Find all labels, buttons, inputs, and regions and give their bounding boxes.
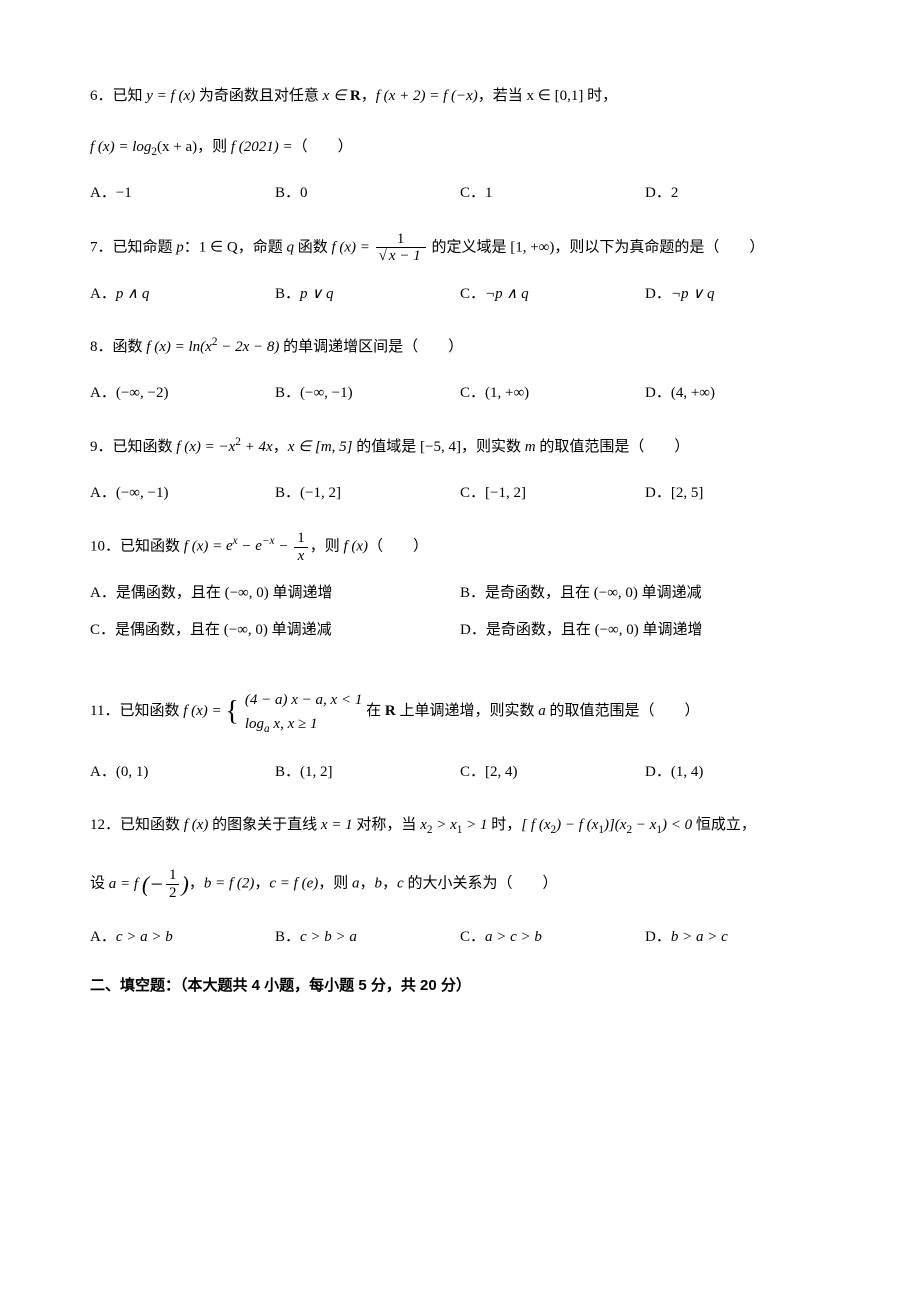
question-12: 12．已知函数 f (x) 的图象关于直线 x = 1 对称，当 x2 > x1…	[90, 809, 830, 949]
q6-text2: 为奇函数且对任意	[195, 88, 323, 104]
q10-option-c[interactable]: C．是偶函数，且在 (−∞, 0) 单调递减	[90, 619, 460, 642]
q11-option-a[interactable]: A．(0, 1)	[90, 761, 275, 784]
section-2-title: 二、填空题：（本大题共 4 小题，每小题 5 分，共 20 分）	[90, 975, 830, 998]
q8-option-d[interactable]: D．(4, +∞)	[645, 382, 830, 405]
q10-option-b[interactable]: B．是奇函数，且在 (−∞, 0) 单调递减	[460, 582, 830, 605]
q11-piecewise: (4 − a) x − a, x < 1 loga x, x ≥ 1	[239, 688, 362, 736]
q6-text5: 时，	[583, 88, 617, 104]
q9-option-a[interactable]: A．(−∞, −1)	[90, 482, 275, 505]
question-11: 11．已知函数 f (x) = { (4 − a) x − a, x < 1 l…	[90, 681, 830, 783]
q6-math-dom: x ∈ [0,1]	[527, 88, 584, 104]
q10-number: 10．	[90, 538, 120, 554]
q7-option-d[interactable]: D．¬p ∨ q	[645, 283, 830, 306]
q9-stem: 9．已知函数 f (x) = −x2 + 4x，x ∈ [m, 5] 的值域是 …	[90, 431, 830, 464]
question-7: 7．已知命题 p：1 ∈ Q，命题 q 函数 f (x) = 1 √x − 1 …	[90, 231, 830, 306]
q6-option-b[interactable]: B．0	[275, 182, 460, 205]
q9-options: A．(−∞, −1) B．(−1, 2] C．[−1, 2] D．[2, 5]	[90, 482, 830, 505]
q8-option-b[interactable]: B．(−∞, −1)	[275, 382, 460, 405]
q6-math-xr: x ∈ R	[323, 88, 361, 104]
q7-fraction: 1 √x − 1	[376, 231, 426, 265]
q7-option-b[interactable]: B．p ∨ q	[275, 283, 460, 306]
q6-math-y: y = f (x)	[146, 88, 195, 104]
q11-number: 11．	[90, 703, 119, 719]
q10-option-d[interactable]: D．是奇函数，且在 (−∞, 0) 单调递增	[460, 619, 830, 642]
q6-stem-line1: 6．已知 y = f (x) 为奇函数且对任意 x ∈ R，f (x + 2) …	[90, 80, 830, 113]
q6-blank: （ ）	[293, 139, 353, 155]
q11-option-b[interactable]: B．(1, 2]	[275, 761, 460, 784]
q12-options: A．c > a > b B．c > b > a C．a > c > b D．b …	[90, 926, 830, 949]
q6-option-a[interactable]: A．−1	[90, 182, 275, 205]
q9-option-c[interactable]: C．[−1, 2]	[460, 482, 645, 505]
q8-option-a[interactable]: A．(−∞, −2)	[90, 382, 275, 405]
q6-text3: ，	[361, 88, 376, 104]
q9-number: 9．	[90, 439, 113, 455]
q7-stem: 7．已知命题 p：1 ∈ Q，命题 q 函数 f (x) = 1 √x − 1 …	[90, 231, 830, 265]
q12-option-a[interactable]: A．c > a > b	[90, 926, 275, 949]
q6-option-d[interactable]: D．2	[645, 182, 830, 205]
q8-number: 8．	[90, 339, 113, 355]
q10-stem: 10．已知函数 f (x) = ex − e−x − 1x，则 f (x)（ ）	[90, 530, 830, 564]
q6-text6: ，则	[197, 139, 231, 155]
q8-option-c[interactable]: C．(1, +∞)	[460, 382, 645, 405]
q6-text4: ，若当	[478, 88, 527, 104]
q6-option-c[interactable]: C．1	[460, 182, 645, 205]
q12-option-d[interactable]: D．b > a > c	[645, 926, 830, 949]
question-9: 9．已知函数 f (x) = −x2 + 4x，x ∈ [m, 5] 的值域是 …	[90, 431, 830, 505]
q9-option-b[interactable]: B．(−1, 2]	[275, 482, 460, 505]
q6-options: A．−1 B．0 C．1 D．2	[90, 182, 830, 205]
q7-option-c[interactable]: C．¬p ∧ q	[460, 283, 645, 306]
question-8: 8．函数 f (x) = ln(x2 − 2x − 8) 的单调递增区间是（ ）…	[90, 331, 830, 405]
q8-options: A．(−∞, −2) B．(−∞, −1) C．(1, +∞) D．(4, +∞…	[90, 382, 830, 405]
question-6: 6．已知 y = f (x) 为奇函数且对任意 x ∈ R，f (x + 2) …	[90, 80, 830, 205]
q7-number: 7．	[90, 239, 113, 255]
q12-stem-line2: 设 a = f (−12)，b = f (2)，c = f (e)，则 a，b，…	[90, 860, 830, 908]
q6-math-f2021: f (2021) =	[231, 139, 293, 155]
q11-option-d[interactable]: D．(1, 4)	[645, 761, 830, 784]
q7-options: A．p ∧ q B．p ∨ q C．¬p ∧ q D．¬p ∨ q	[90, 283, 830, 306]
q7-option-a[interactable]: A．p ∧ q	[90, 283, 275, 306]
q10-fraction: 1x	[294, 530, 308, 564]
q8-stem: 8．函数 f (x) = ln(x2 − 2x − 8) 的单调递增区间是（ ）	[90, 331, 830, 364]
q12-option-c[interactable]: C．a > c > b	[460, 926, 645, 949]
q12-option-b[interactable]: B．c > b > a	[275, 926, 460, 949]
question-10: 10．已知函数 f (x) = ex − e−x − 1x，则 f (x)（ ）…	[90, 530, 830, 655]
q6-math-fx: f (x) = log2(x + a)	[90, 139, 197, 155]
q6-text1: 已知	[113, 88, 147, 104]
q11-stem: 11．已知函数 f (x) = { (4 − a) x − a, x < 1 l…	[90, 681, 830, 743]
q6-number: 6．	[90, 88, 113, 104]
q12-number: 12．	[90, 817, 120, 833]
q6-stem-line2: f (x) = log2(x + a)，则 f (2021) =（ ）	[90, 131, 830, 164]
q6-math-eq: f (x + 2) = f (−x)	[376, 88, 478, 104]
q10-options: A．是偶函数，且在 (−∞, 0) 单调递增 B．是奇函数，且在 (−∞, 0)…	[90, 582, 830, 655]
q11-option-c[interactable]: C．[2, 4)	[460, 761, 645, 784]
q11-options: A．(0, 1) B．(1, 2] C．[2, 4) D．(1, 4)	[90, 761, 830, 784]
q12-stem-line1: 12．已知函数 f (x) 的图象关于直线 x = 1 对称，当 x2 > x1…	[90, 809, 830, 842]
q9-option-d[interactable]: D．[2, 5]	[645, 482, 830, 505]
q10-option-a[interactable]: A．是偶函数，且在 (−∞, 0) 单调递增	[90, 582, 460, 605]
